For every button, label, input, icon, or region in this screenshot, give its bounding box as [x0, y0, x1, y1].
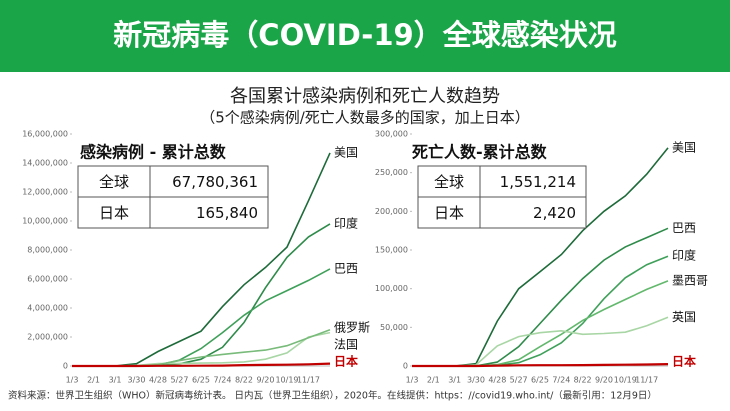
table-cell: 全球	[434, 173, 464, 191]
series-line	[72, 362, 331, 368]
x-tick-label: 8/22	[235, 376, 253, 385]
table-cell: 2,420	[533, 204, 576, 222]
x-tick-label: 5/27	[510, 376, 528, 385]
y-tick-label: 0	[403, 362, 408, 371]
x-tick-label: 10/19	[614, 376, 637, 385]
table-cell: 全球	[99, 173, 129, 191]
y-tick-label: 100,000	[375, 284, 408, 293]
x-tick-label: 10/19	[275, 376, 298, 385]
legend-label: 美国	[334, 145, 358, 159]
y-tick-label: 2,000,000	[27, 333, 68, 342]
x-tick-label: 11/17	[297, 376, 320, 385]
x-tick-label: 9/20	[595, 376, 613, 385]
x-tick-label: 4/28	[149, 376, 167, 385]
subtitle: 各国累计感染病例和死亡人数趋势	[230, 86, 500, 107]
subtitle: （5个感染病例/死亡人数最多的国家，加上日本）	[200, 109, 530, 127]
slide-title: 新冠病毒（COVID-19）全球感染状况	[113, 18, 616, 52]
legend-label: 俄罗斯	[334, 321, 370, 335]
legend-label: 墨西哥	[672, 273, 708, 287]
x-tick-label: 6/25	[531, 376, 549, 385]
table-cell: 1,551,214	[500, 173, 576, 191]
legend-label: 英国	[672, 310, 696, 324]
y-tick-label: 10,000,000	[22, 217, 68, 226]
y-tick-label: 6,000,000	[27, 275, 68, 284]
chart-title: 感染病例 - 累计总数	[80, 143, 227, 162]
y-tick-label: 200,000	[375, 207, 408, 216]
legend-label: 美国	[672, 140, 696, 154]
x-tick-label: 1/3	[406, 376, 419, 385]
header-band	[0, 0, 730, 72]
chart-title: 死亡人数-累计总数	[412, 143, 548, 162]
legend-label: 印度	[334, 215, 358, 230]
y-tick-label: 4,000,000	[27, 304, 68, 313]
y-tick-label: 8,000,000	[27, 246, 68, 255]
legend-label: 巴西	[672, 221, 696, 235]
x-tick-label: 4/28	[488, 376, 506, 385]
x-tick-label: 3/1	[109, 376, 122, 385]
x-tick-label: 8/22	[574, 376, 592, 385]
legend-label: 法国	[334, 338, 358, 352]
x-tick-label: 2/1	[87, 376, 100, 385]
x-tick-label: 1/3	[66, 376, 79, 385]
table-cell: 日本	[434, 204, 464, 222]
y-tick-label: 150,000	[375, 246, 408, 255]
x-tick-label: 9/20	[257, 376, 275, 385]
x-tick-label: 6/25	[192, 376, 210, 385]
legend-label: 印度	[672, 248, 696, 263]
series-line	[72, 268, 331, 367]
y-tick-label: 50,000	[380, 323, 408, 332]
y-tick-label: 16,000,000	[22, 130, 68, 139]
series-line	[412, 363, 669, 368]
y-tick-label: 250,000	[375, 168, 408, 177]
x-tick-label: 7/24	[552, 376, 570, 385]
table-cell: 165,840	[196, 204, 258, 222]
x-tick-label: 5/27	[171, 376, 189, 385]
legend-label: 日本	[334, 354, 358, 369]
x-tick-label: 3/1	[448, 376, 461, 385]
y-tick-label: 12,000,000	[22, 188, 68, 197]
legend-label: 日本	[672, 354, 696, 369]
legend-label: 巴西	[334, 261, 358, 275]
x-tick-label: 3/30	[467, 376, 485, 385]
table-cell: 67,780,361	[172, 173, 258, 191]
x-tick-label: 2/1	[427, 376, 440, 385]
x-tick-label: 7/24	[214, 376, 232, 385]
table-cell: 日本	[99, 204, 129, 222]
source-note: 资料来源：世界卫生组织（WHO）新冠病毒统计表。 日内瓦（世界卫生组织），202…	[8, 390, 657, 402]
y-tick-label: 14,000,000	[22, 159, 68, 168]
x-tick-label: 11/17	[635, 376, 658, 385]
y-tick-label: 0	[63, 362, 68, 371]
y-tick-label: 300,000	[375, 130, 408, 139]
x-tick-label: 3/30	[128, 376, 146, 385]
